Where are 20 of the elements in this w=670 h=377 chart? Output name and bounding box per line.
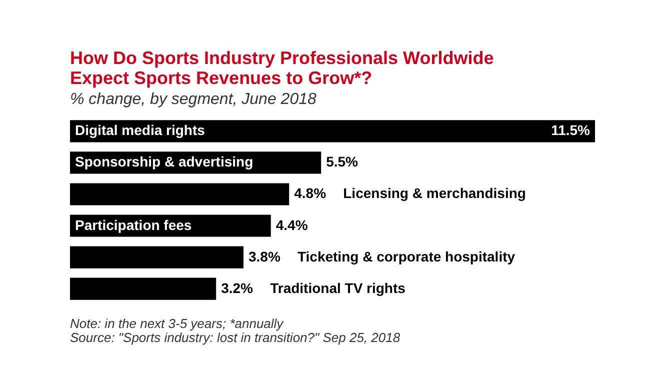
- source-note: Source: "Sports industry: lost in transition?" Sep 25, 2018: [70, 330, 401, 345]
- data-label: 5.5%: [326, 154, 359, 170]
- chart-subtitle: % change, by segment, June 2018: [70, 91, 316, 108]
- data-label: 3.8%: [248, 248, 281, 264]
- y-tick-label: Participation fees: [75, 216, 192, 233]
- chart-title: How Do Sports Industry Professionals Worldwide Expect Sports Revenues to Grow*?: [70, 48, 494, 88]
- text: Note: in the next 3-5 years; *annually: [70, 316, 285, 331]
- data-label: 11.5%: [551, 122, 591, 138]
- y-tick-label: Traditional TV rights: [270, 280, 406, 296]
- y-tick-label: Licensing & merchandising: [343, 185, 526, 202]
- bar: [70, 183, 290, 206]
- bar: [70, 246, 244, 268]
- y-tick-label: Sponsorship & advertising: [75, 154, 254, 170]
- data-label: 4.8%: [294, 185, 327, 202]
- data-label: 4.4%: [276, 216, 308, 233]
- y-tick-label: Digital media rights: [75, 122, 206, 138]
- y-tick-label: Ticketing & corporate hospitality: [297, 248, 516, 264]
- bar: [70, 278, 216, 300]
- data-label: 3.2%: [221, 280, 254, 296]
- bar: [70, 120, 595, 142]
